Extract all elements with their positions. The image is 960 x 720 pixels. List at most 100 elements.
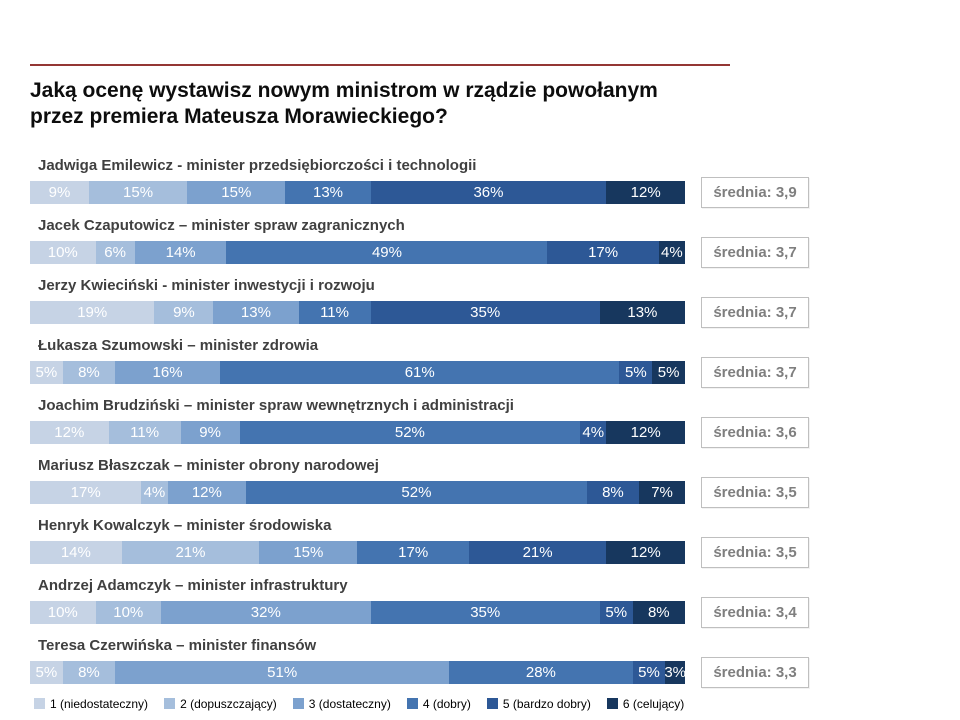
- bar-segment: 9%: [180, 420, 240, 444]
- bar-segment: 5%: [632, 660, 666, 684]
- average-box: średnia: 3,7: [701, 236, 809, 268]
- bar-segment: 12%: [167, 480, 247, 504]
- legend-item: 6 (celujący): [606, 696, 685, 711]
- bar-segment: 13%: [285, 180, 371, 204]
- bar-segment: 4%: [580, 420, 607, 444]
- average-box: średnia: 3,3: [701, 656, 809, 688]
- bar-segment: 16%: [115, 360, 220, 384]
- bar-segment: 17%: [30, 480, 142, 504]
- bar-segment: 21%: [121, 540, 260, 564]
- average-box: średnia: 3,5: [701, 536, 809, 568]
- stacked-bar: 17% 4% 12% 52% 8% 7%: [30, 480, 685, 504]
- bar-segment: 12%: [30, 420, 109, 444]
- stacked-bar: 10% 10% 32% 35% 5% 8%: [30, 600, 685, 624]
- minister-row: Andrzej Adamczyk – minister infrastruktu…: [30, 577, 960, 628]
- minister-label: Teresa Czerwińska – minister finansów: [38, 636, 317, 654]
- legend-item: 1 (niedostateczny): [34, 697, 148, 711]
- minister-row: Jadwiga Emilewicz - minister przedsiębio…: [30, 157, 960, 208]
- legend-label: 6 (celujący): [622, 696, 685, 711]
- stacked-bar: 5% 8% 16% 61% 5% 5%: [30, 360, 685, 384]
- minister-row: Jerzy Kwieciński - minister inwestycji i…: [30, 277, 960, 328]
- minister-label: Mariusz Błaszczak – minister obrony naro…: [38, 456, 379, 474]
- bar-segment: 12%: [606, 420, 685, 444]
- minister-label: Andrzej Adamczyk – minister infrastruktu…: [38, 576, 348, 594]
- bar-segment: 52%: [246, 480, 587, 504]
- legend-swatch-icon: [406, 698, 418, 709]
- legend-label: 2 (dopuszczający): [180, 696, 277, 711]
- legend-label: 5 (bardzo dobry): [502, 696, 591, 711]
- bar-segment: 10%: [30, 240, 96, 264]
- legend-swatch-icon: [486, 698, 498, 709]
- stacked-bar: 14% 21% 15% 17% 21% 12%: [30, 540, 685, 564]
- bar-segment: 52%: [239, 420, 581, 444]
- bar-segment: 10%: [30, 600, 96, 624]
- bar-segment: 15%: [187, 180, 286, 204]
- stacked-bar: 12% 11% 9% 52% 4% 12%: [30, 420, 685, 444]
- average-box: średnia: 3,9: [701, 176, 809, 208]
- bar-segment: 10%: [95, 600, 161, 624]
- minister-row: Jacek Czaputowicz – minister spraw zagra…: [30, 217, 960, 268]
- bar-segment: 15%: [259, 540, 358, 564]
- legend-item: 4 (dobry): [406, 696, 471, 711]
- bar-segment: 15%: [88, 180, 188, 204]
- bar-segment: 8%: [62, 360, 116, 384]
- legend-swatch-icon: [292, 698, 304, 709]
- minister-label: Jadwiga Emilewicz - minister przedsiębio…: [38, 156, 477, 174]
- bar-segment: 9%: [30, 180, 89, 204]
- bar-segment: 4%: [141, 480, 168, 504]
- bar-segment: 13%: [213, 300, 299, 324]
- stacked-bar: 5% 8% 51% 28% 5% 3%: [30, 660, 686, 684]
- average-box: średnia: 3,7: [701, 356, 809, 388]
- bar-segment: 7%: [639, 480, 685, 504]
- bar-segment: 36%: [370, 180, 607, 204]
- legend-item: 2 (dopuszczający): [164, 697, 277, 711]
- stacked-bar: 10% 6% 14% 49% 17% 4%: [30, 240, 685, 264]
- bar-segment: 49%: [226, 240, 548, 264]
- minister-row: Teresa Czerwińska – minister finansów 5%…: [30, 637, 960, 688]
- average-box: średnia: 3,4: [701, 596, 809, 628]
- bar-segment: 11%: [108, 420, 181, 444]
- title-divider: [30, 64, 730, 66]
- legend-swatch-icon: [34, 698, 45, 709]
- minister-row: Łukasza Szumowski – minister zdrowia 5% 8…: [30, 337, 960, 388]
- average-box: średnia: 3,6: [701, 416, 809, 448]
- bar-segment: 5%: [619, 360, 653, 384]
- stacked-bar-chart: Jadwiga Emilewicz - minister przedsiębio…: [30, 157, 960, 688]
- minister-label: Jacek Czaputowicz – minister spraw zagra…: [38, 216, 405, 234]
- minister-row: Joachim Brudziński – minister spraw wewn…: [30, 397, 960, 448]
- bar-segment: 5%: [599, 600, 633, 624]
- bar-segment: 14%: [30, 540, 122, 564]
- bar-segment: 8%: [586, 480, 640, 504]
- bar-segment: 6%: [95, 240, 135, 264]
- bar-segment: 12%: [606, 540, 685, 564]
- bar-segment: 17%: [547, 240, 659, 264]
- minister-label: Jerzy Kwieciński - minister inwestycji i…: [38, 276, 375, 294]
- bar-segment: 8%: [632, 600, 685, 624]
- bar-segment: 28%: [449, 660, 633, 684]
- legend-swatch-icon: [606, 698, 618, 709]
- legend-swatch-icon: [164, 698, 176, 709]
- bar-segment: 3%: [664, 660, 686, 684]
- chart-legend: 1 (niedostateczny) 2 (dopuszczający) 3 (…: [34, 697, 960, 711]
- bar-segment: 51%: [115, 660, 450, 684]
- minister-row: Mariusz Błaszczak – minister obrony naro…: [30, 457, 960, 508]
- legend-label: 4 (dobry): [422, 696, 471, 711]
- average-box: średnia: 3,7: [701, 296, 809, 328]
- bar-segment: 5%: [30, 360, 63, 384]
- bar-segment: 5%: [652, 360, 685, 384]
- bar-segment: 19%: [30, 300, 155, 324]
- bar-segment: 61%: [219, 360, 620, 384]
- bar-segment: 5%: [30, 660, 63, 684]
- minister-row: Henryk Kowalczyk – minister środowiska 1…: [30, 517, 960, 568]
- legend-item: 5 (bardzo dobry): [486, 696, 591, 711]
- bar-segment: 21%: [468, 540, 607, 564]
- legend-item: 3 (dostateczny): [292, 697, 391, 711]
- bar-segment: 32%: [161, 600, 371, 624]
- bar-segment: 12%: [606, 180, 685, 204]
- minister-label: Henryk Kowalczyk – minister środowiska: [38, 516, 332, 534]
- page-title: Jaką ocenę wystawisz nowym ministrom w r…: [30, 79, 658, 129]
- legend-label: 1 (niedostateczny): [50, 696, 149, 711]
- bar-segment: 17%: [357, 540, 469, 564]
- bar-segment: 9%: [154, 300, 214, 324]
